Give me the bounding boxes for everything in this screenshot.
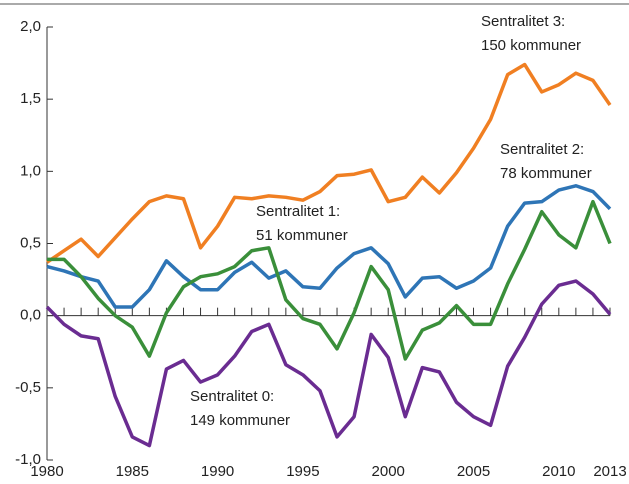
annotation: Sentralitet 2: <box>500 141 584 158</box>
y-tick-label: 1,5 <box>20 90 41 107</box>
y-tick-label: -0,5 <box>15 379 41 396</box>
x-tick-label: 1995 <box>286 463 319 480</box>
annotation: Sentralitet 1: <box>256 203 340 220</box>
y-tick-label: -1,0 <box>15 451 41 468</box>
annotation: 149 kommuner <box>190 412 290 429</box>
series-line <box>46 184 612 309</box>
annotation: 78 kommuner <box>500 165 592 182</box>
x-tick-label: 2013 <box>593 463 626 480</box>
x-tick-label: 1980 <box>30 463 63 480</box>
series-line <box>46 62 612 264</box>
series-line <box>47 199 612 361</box>
y-tick-label: 1,0 <box>20 162 41 179</box>
annotation: Sentralitet 3: <box>481 13 565 30</box>
x-tick-label: 1985 <box>116 463 149 480</box>
x-tick-label: 2005 <box>457 463 490 480</box>
x-tick-label: 2010 <box>542 463 575 480</box>
annotation: 150 kommuner <box>481 37 581 54</box>
y-tick-label: 0,0 <box>20 307 41 324</box>
y-tick-label: 0,5 <box>20 234 41 251</box>
annotation: Sentralitet 0: <box>190 388 274 405</box>
x-tick-label: 2000 <box>372 463 405 480</box>
series-line <box>45 279 612 448</box>
annotation: 51 kommuner <box>256 227 348 244</box>
x-tick-label: 1990 <box>201 463 234 480</box>
y-tick-label: 2,0 <box>20 18 41 35</box>
